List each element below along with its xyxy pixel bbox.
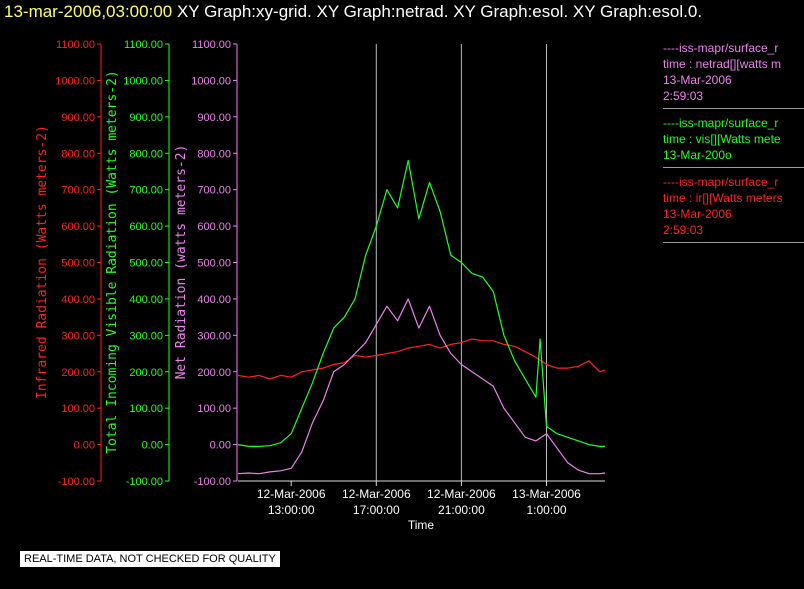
legend-variable: time : netrad[][watts m (663, 57, 782, 71)
y-tick-label: 900.00 (61, 112, 95, 124)
y-tick-label: 200.00 (61, 367, 95, 379)
legend-date: 13-Mar-2006 (663, 73, 732, 87)
y-tick-label: 1100.00 (124, 39, 163, 51)
legend-source: ----iss-mapr/surface_r (663, 175, 779, 189)
legend-source: ----iss-mapr/surface_r (663, 116, 779, 130)
y-tick-label: 700.00 (129, 185, 163, 197)
series-line-ir (237, 338, 606, 380)
x-tick-time: 13:00:00 (268, 503, 315, 517)
y-tick-label: 0.00 (142, 440, 163, 452)
x-axis-title: Time (408, 518, 435, 532)
y-tick-label: 800.00 (129, 148, 163, 160)
y-tick-label: -100.00 (194, 476, 231, 488)
x-tick-date: 12-Mar-2006 (257, 487, 326, 501)
legend-date: 13-Mar-200o (663, 148, 732, 162)
y-tick-label: 200.00 (129, 367, 163, 379)
x-tick-date: 12-Mar-2006 (342, 487, 411, 501)
y-tick-label: 900.00 (197, 112, 231, 124)
y-tick-label: 300.00 (129, 330, 163, 342)
qc-notice: REAL-TIME DATA, NOT CHECKED FOR QUALITY (19, 550, 281, 568)
y-tick-label: 700.00 (197, 185, 231, 197)
legend-entry-vis: ----iss-mapr/surface_r time : vis[][Watt… (663, 115, 804, 168)
y-axis-title: Net Radiation (watts meters-2) (174, 145, 189, 380)
y-tick-label: -100.00 (126, 476, 163, 488)
y-tick-label: 500.00 (61, 258, 95, 270)
y-tick-label: 0.00 (210, 440, 231, 452)
legend-date: 13-Mar-2006 (663, 207, 732, 221)
y-tick-label: 0.00 (74, 440, 95, 452)
y-tick-label: 200.00 (197, 367, 231, 379)
y-tick-label: 600.00 (129, 221, 163, 233)
y-tick-label: 400.00 (61, 294, 95, 306)
series-line-net (237, 298, 606, 475)
legend: ----iss-mapr/surface_r time : netrad[][w… (663, 40, 804, 249)
y-tick-label: 400.00 (197, 294, 231, 306)
legend-variable: time : ir[][Watts meters (663, 191, 783, 205)
x-tick-time: 17:00:00 (353, 503, 400, 517)
y-tick-label: 500.00 (129, 258, 163, 270)
x-tick-time: 21:00:00 (438, 503, 485, 517)
x-tick-date: 13-Mar-2006 (512, 487, 581, 501)
y-axis-title: Total Incoming Visible Radiation (Watts … (105, 70, 120, 454)
y-tick-label: 300.00 (61, 330, 95, 342)
y-tick-label: 100.00 (61, 403, 95, 415)
y-tick-label: 600.00 (61, 221, 95, 233)
y-tick-label: 1000.00 (191, 75, 231, 87)
legend-time: 2:59:03 (663, 89, 704, 103)
y-axis-title: Infrared Radiation (Watts meters-2) (35, 125, 50, 399)
title-graph-names: XY Graph:xy-grid. XY Graph:netrad. XY Gr… (176, 2, 703, 21)
legend-entry-ir: ----iss-mapr/surface_r time : ir[][Watts… (663, 174, 804, 243)
y-tick-label: 100.00 (129, 403, 163, 415)
x-tick-date: 12-Mar-2006 (427, 487, 496, 501)
x-tick-time: 1:00:00 (526, 503, 566, 517)
legend-variable: time : vis[][Watts mete (663, 132, 781, 146)
y-tick-label: 900.00 (129, 112, 163, 124)
y-tick-label: 800.00 (197, 148, 231, 160)
title-datetime: 13-mar-2006,03:00:00 (4, 2, 173, 21)
y-tick-label: 700.00 (61, 185, 95, 197)
y-tick-label: -100.00 (58, 476, 95, 488)
graph-title: 13-mar-2006,03:00:00 XY Graph:xy-grid. X… (4, 2, 702, 22)
y-tick-label: 1100.00 (56, 39, 95, 51)
y-tick-label: 500.00 (197, 258, 231, 270)
y-tick-label: 300.00 (197, 330, 231, 342)
y-tick-label: 100.00 (197, 403, 231, 415)
series-line-vis (237, 159, 605, 447)
y-tick-label: 1000.00 (55, 75, 95, 87)
y-tick-label: 600.00 (197, 221, 231, 233)
y-tick-label: 1100.00 (192, 39, 231, 51)
legend-entry-net: ----iss-mapr/surface_r time : netrad[][w… (663, 40, 804, 109)
y-tick-label: 1000.00 (123, 75, 163, 87)
y-tick-label: 800.00 (61, 148, 95, 160)
legend-time: 2:59:03 (663, 223, 704, 237)
legend-source: ----iss-mapr/surface_r (663, 41, 779, 55)
y-tick-label: 400.00 (129, 294, 163, 306)
